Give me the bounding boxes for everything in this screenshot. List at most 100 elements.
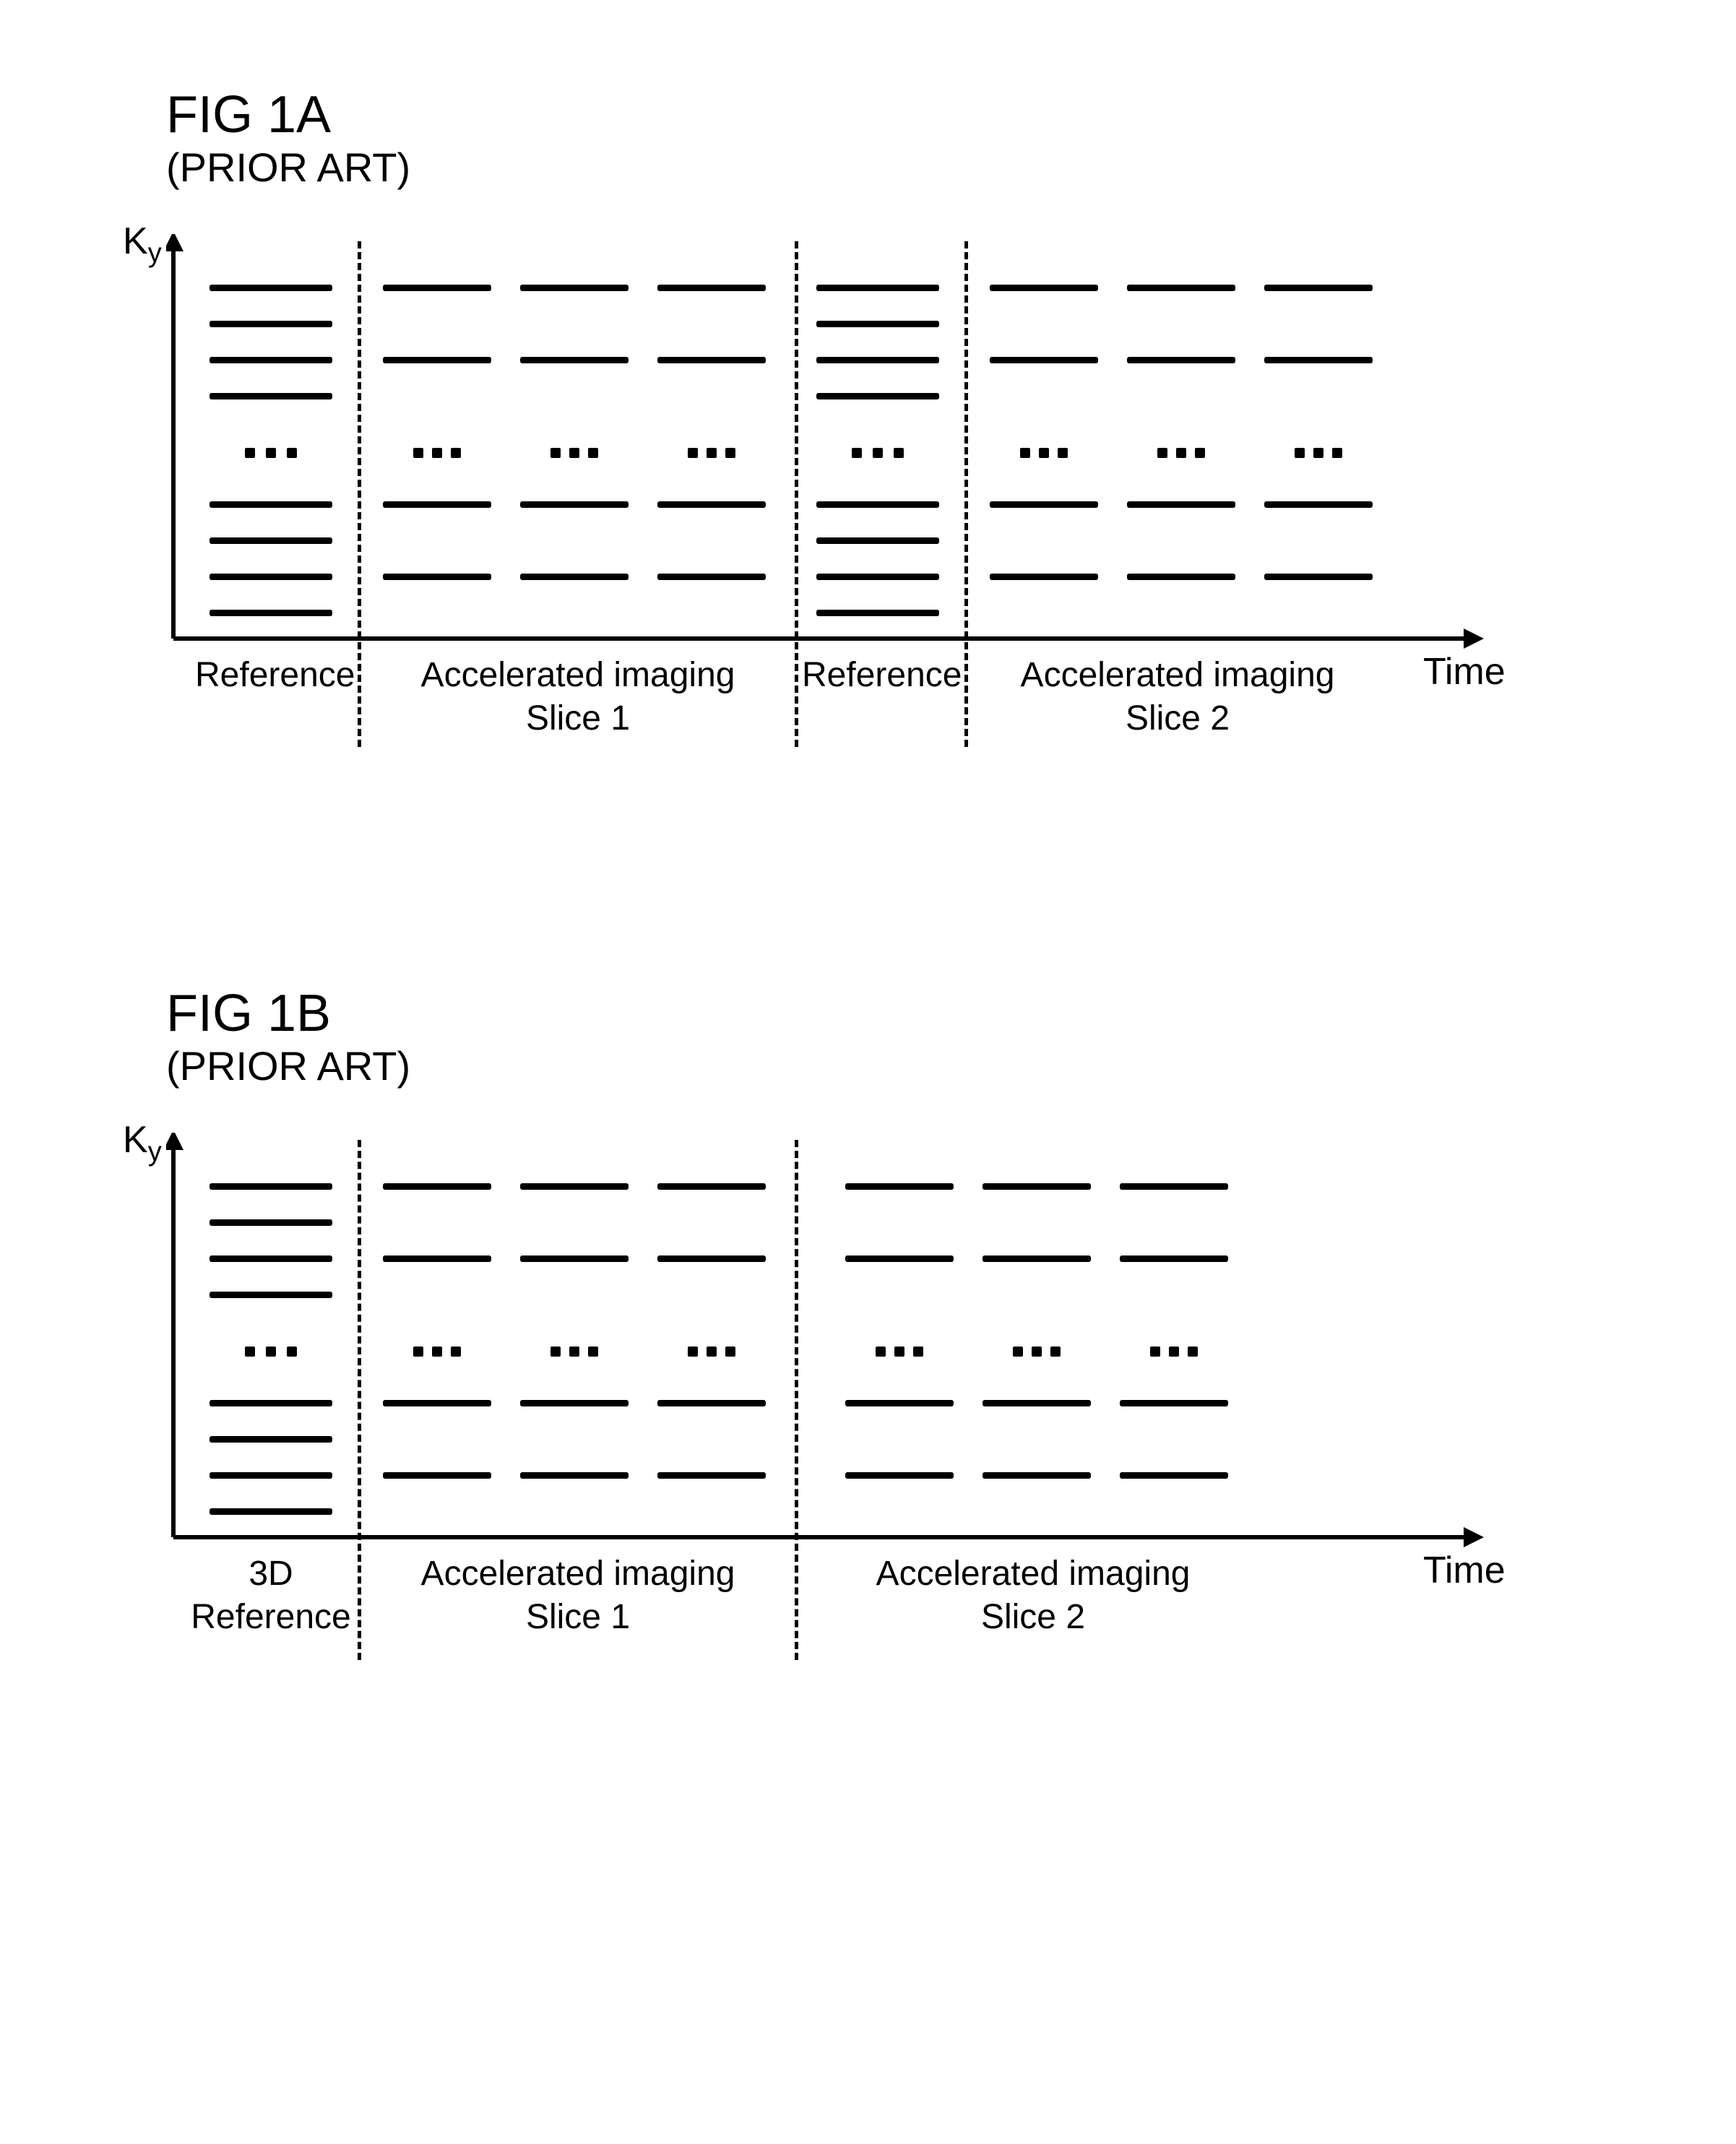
kspace-line <box>210 321 332 327</box>
dot <box>876 1347 886 1357</box>
kspace-line <box>816 321 939 327</box>
dot <box>688 448 698 458</box>
ellipsis-dots <box>867 1346 932 1357</box>
ellipsis-dots <box>679 447 744 459</box>
ellipsis-dots <box>679 1346 744 1357</box>
figure-title-1b: FIG 1B <box>166 985 1664 1042</box>
dot <box>1058 448 1068 458</box>
ellipsis-dots <box>1011 447 1076 459</box>
kspace-line <box>1120 1255 1228 1262</box>
ellipsis-dots <box>1286 447 1351 459</box>
ellipsis-dots <box>841 447 915 459</box>
dot <box>569 448 579 458</box>
kspace-line <box>210 1255 332 1262</box>
kspace-line <box>383 1255 491 1262</box>
kspace-line <box>210 1508 332 1515</box>
kspace-line <box>990 501 1098 508</box>
kspace-line <box>383 285 491 291</box>
ellipsis-dots <box>1004 1346 1069 1357</box>
kspace-line <box>520 357 629 363</box>
dot <box>588 448 598 458</box>
kspace-line <box>520 285 629 291</box>
dot <box>1013 1347 1023 1357</box>
dot <box>287 1347 297 1357</box>
section-label: Slice 1 <box>376 696 780 741</box>
dot <box>413 1347 423 1357</box>
kspace-line <box>657 1183 766 1190</box>
section-label: Slice 2 <box>831 1595 1235 1640</box>
ellipsis-dots <box>405 447 470 459</box>
dot <box>287 448 297 458</box>
ellipsis-dots <box>234 447 308 459</box>
dot <box>1169 1347 1179 1357</box>
section-label: Accelerated imaging <box>376 653 780 698</box>
dot <box>707 1347 717 1357</box>
section-divider <box>795 241 798 747</box>
kspace-line <box>1127 357 1235 363</box>
y-axis-label-1b: Ky <box>123 1118 162 1167</box>
dot <box>245 448 255 458</box>
ellipsis-dots <box>542 447 607 459</box>
ellipsis-dots <box>1141 1346 1206 1357</box>
kspace-line <box>1120 1472 1228 1479</box>
section-label: 3D <box>188 1552 354 1596</box>
dot <box>1157 448 1167 458</box>
kspace-line <box>990 357 1098 363</box>
kspace-line <box>657 1255 766 1262</box>
kspace-line <box>845 1183 954 1190</box>
y-axis-label-sub: y <box>148 238 162 269</box>
kspace-line <box>383 357 491 363</box>
kspace-line <box>383 574 491 580</box>
kspace-line <box>1264 285 1373 291</box>
figure-subtitle-1b: (PRIOR ART) <box>166 1042 1664 1089</box>
kspace-line <box>1264 357 1373 363</box>
kspace-line <box>1264 501 1373 508</box>
kspace-line <box>210 393 332 399</box>
dot <box>688 1347 698 1357</box>
kspace-line <box>816 574 939 580</box>
section-label: Reference <box>173 1595 368 1640</box>
kspace-line <box>990 285 1098 291</box>
dot <box>550 448 561 458</box>
section-label: Reference <box>195 653 354 698</box>
dot <box>725 448 735 458</box>
kspace-line <box>520 1183 629 1190</box>
kspace-line <box>816 393 939 399</box>
ellipsis-dots <box>542 1346 607 1357</box>
dot <box>1020 448 1030 458</box>
dot <box>913 1347 923 1357</box>
kspace-line <box>816 357 939 363</box>
dot <box>245 1347 255 1357</box>
kspace-line <box>210 1400 332 1406</box>
dot <box>432 448 442 458</box>
dot <box>1295 448 1305 458</box>
dot <box>1050 1347 1061 1357</box>
kspace-line <box>657 1472 766 1479</box>
kspace-line <box>845 1472 954 1479</box>
kspace-line <box>383 1472 491 1479</box>
dot <box>873 448 883 458</box>
kspace-line <box>1264 574 1373 580</box>
dot <box>894 448 904 458</box>
kspace-line <box>983 1400 1091 1406</box>
kspace-line <box>1127 285 1235 291</box>
kspace-line <box>816 285 939 291</box>
kspace-line <box>657 1400 766 1406</box>
kspace-line <box>983 1255 1091 1262</box>
kspace-line <box>210 285 332 291</box>
dot <box>451 1347 461 1357</box>
kspace-line <box>1120 1400 1228 1406</box>
kspace-line <box>983 1472 1091 1479</box>
dot <box>725 1347 735 1357</box>
kspace-line <box>1120 1183 1228 1190</box>
section-label: Reference <box>802 653 961 698</box>
kspace-line <box>210 1436 332 1443</box>
kspace-line <box>520 1472 629 1479</box>
ellipsis-dots <box>234 1346 308 1357</box>
section-label: Slice 2 <box>975 696 1380 741</box>
y-axis-label-1a: Ky <box>123 220 162 269</box>
ellipsis-dots <box>1149 447 1214 459</box>
y-axis-label-sub-b: y <box>148 1137 162 1167</box>
kspace-line <box>657 285 766 291</box>
section-label: Accelerated imaging <box>376 1552 780 1596</box>
